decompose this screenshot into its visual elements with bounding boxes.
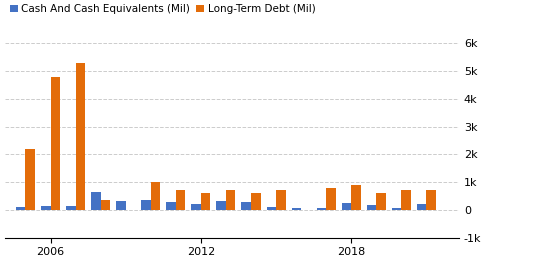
Bar [276, 190, 286, 210]
Bar [151, 182, 160, 210]
Bar [226, 190, 235, 210]
Bar [51, 76, 60, 210]
Bar [16, 207, 25, 210]
Bar [326, 188, 336, 210]
Bar [427, 190, 436, 210]
Bar [351, 185, 361, 210]
Bar [342, 203, 351, 210]
Bar [217, 201, 226, 210]
Bar [241, 202, 251, 210]
Bar [191, 204, 201, 210]
Legend: Cash And Cash Equivalents (Mil), Long-Term Debt (Mil): Cash And Cash Equivalents (Mil), Long-Te… [5, 0, 320, 18]
Bar [100, 200, 110, 210]
Bar [91, 192, 100, 210]
Bar [417, 204, 427, 210]
Bar [116, 201, 126, 210]
Bar [41, 206, 51, 210]
Bar [401, 190, 411, 210]
Bar [25, 149, 35, 210]
Bar [66, 206, 76, 210]
Bar [367, 205, 376, 210]
Bar [392, 208, 401, 210]
Bar [267, 207, 276, 210]
Bar [376, 193, 386, 210]
Bar [292, 208, 301, 210]
Bar [141, 200, 151, 210]
Bar [176, 190, 185, 210]
Bar [166, 202, 176, 210]
Bar [316, 208, 326, 210]
Bar [251, 193, 260, 210]
Bar [201, 193, 211, 210]
Bar [76, 63, 85, 210]
